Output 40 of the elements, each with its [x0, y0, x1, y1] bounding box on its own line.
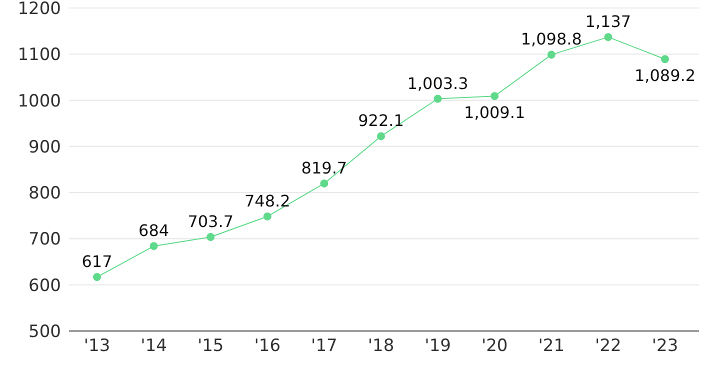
data-label: 922.1: [358, 111, 404, 130]
y-tick-label: 700: [28, 230, 61, 250]
x-tick-label: '19: [424, 336, 451, 356]
point: [93, 273, 101, 282]
point: [661, 55, 669, 64]
point: [490, 92, 499, 100]
data-label: 684: [138, 221, 170, 240]
x-tick-label: '21: [538, 336, 565, 356]
point: [150, 242, 158, 250]
point: [547, 50, 556, 59]
x-tick-label: '17: [311, 336, 338, 356]
data-label: 1,003.3: [407, 74, 468, 93]
y-tick-label: 500: [28, 322, 61, 342]
x-tick-label: '18: [368, 336, 394, 356]
x-tick-label: '16: [254, 336, 281, 356]
point: [263, 212, 272, 220]
x-tick-label: '14: [140, 336, 167, 356]
x-tick-label: '13: [84, 336, 110, 356]
point: [434, 94, 442, 103]
x-tick-label: '23: [652, 336, 678, 356]
y-tick-label: 1100: [18, 45, 61, 66]
y-tick-label: 600: [28, 276, 61, 296]
x-tick-label: '20: [481, 336, 508, 356]
y-tick-label: 1200: [18, 0, 61, 20]
y-tick-label: 900: [28, 137, 61, 158]
data-label: 1,009.1: [464, 103, 526, 122]
point: [206, 233, 215, 242]
x-tick-label: '22: [595, 336, 622, 356]
data-label: 1,137: [585, 12, 632, 32]
data-label: 1,098.8: [520, 30, 582, 49]
data-label: 748.2: [244, 191, 290, 210]
point: [377, 132, 385, 140]
y-tick-label: 800: [28, 184, 61, 204]
data-label: 1,089.2: [634, 66, 696, 86]
x-tick-label: '15: [197, 336, 224, 356]
point: [604, 33, 612, 42]
data-label: 617: [82, 252, 112, 272]
point: [320, 179, 328, 188]
y-tick-label: 1000: [18, 91, 61, 112]
data-label: 703.7: [188, 212, 234, 232]
